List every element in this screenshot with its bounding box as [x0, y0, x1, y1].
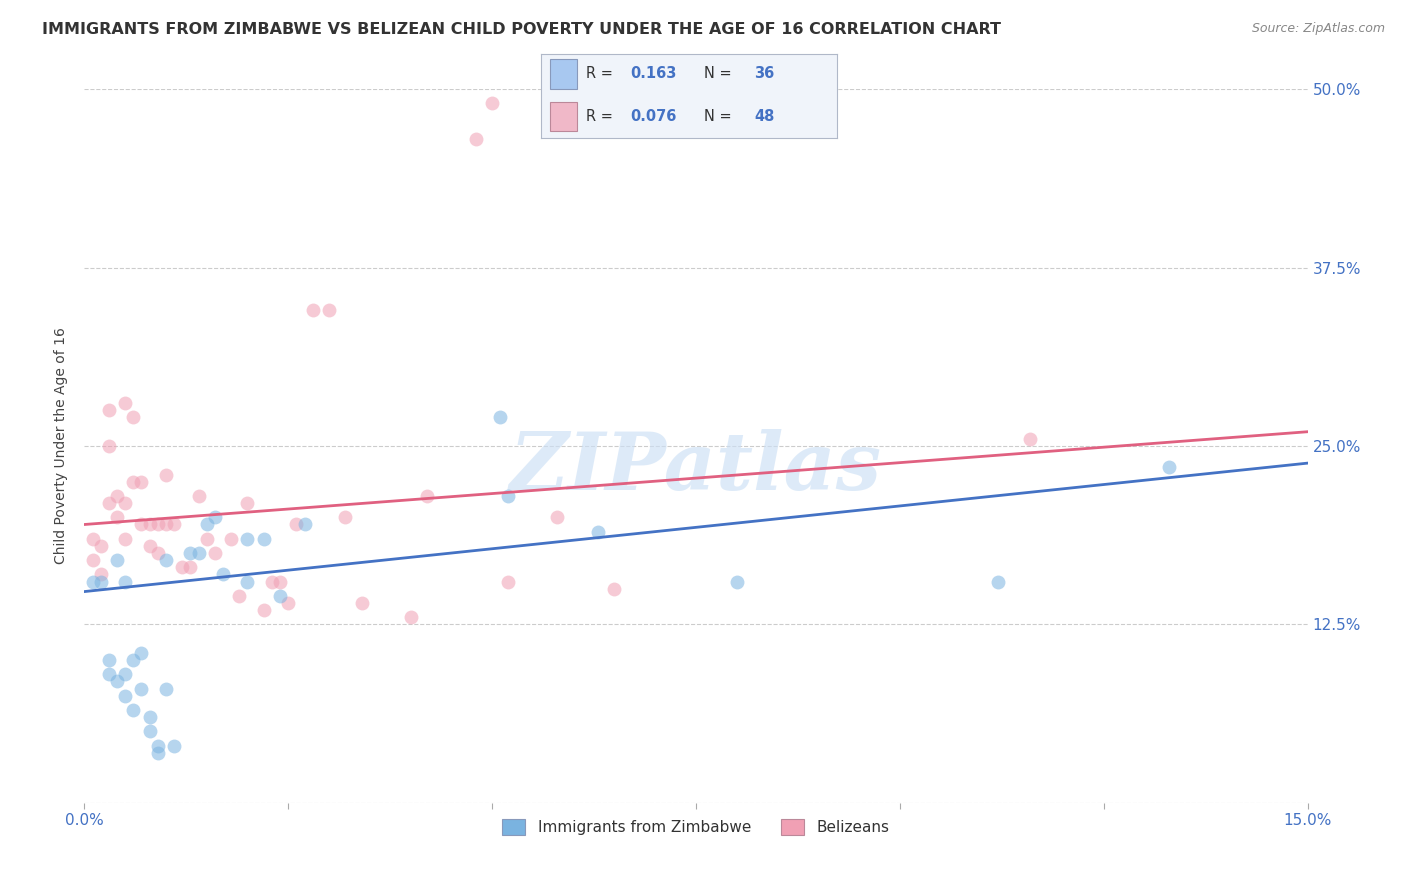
Point	[350, 596, 373, 610]
Text: 48: 48	[754, 109, 775, 124]
Point	[105, 510, 128, 524]
Point	[179, 546, 201, 560]
Point	[212, 567, 235, 582]
Point	[204, 510, 226, 524]
Point	[187, 546, 209, 560]
Point	[204, 546, 226, 560]
Point	[97, 403, 120, 417]
Legend: Immigrants from Zimbabwe, Belizeans: Immigrants from Zimbabwe, Belizeans	[496, 814, 896, 841]
Point	[114, 396, 136, 410]
Point	[97, 653, 120, 667]
Point	[253, 603, 276, 617]
Text: ZIPatlas: ZIPatlas	[510, 429, 882, 506]
Point	[105, 489, 128, 503]
Point	[277, 596, 299, 610]
Point	[122, 410, 145, 425]
Bar	[550, 102, 576, 131]
Point	[1019, 432, 1042, 446]
Point	[725, 574, 748, 589]
Point	[97, 439, 120, 453]
Text: IMMIGRANTS FROM ZIMBABWE VS BELIZEAN CHILD POVERTY UNDER THE AGE OF 16 CORRELATI: IMMIGRANTS FROM ZIMBABWE VS BELIZEAN CHI…	[42, 22, 1001, 37]
Point	[138, 539, 160, 553]
Text: N =: N =	[704, 109, 735, 124]
Point	[90, 567, 112, 582]
Point	[269, 589, 291, 603]
Point	[146, 546, 169, 560]
Point	[498, 489, 520, 503]
Point	[131, 517, 153, 532]
Point	[236, 496, 259, 510]
Point	[138, 710, 160, 724]
Point	[464, 132, 486, 146]
Text: 36: 36	[754, 66, 775, 81]
Point	[498, 574, 520, 589]
Point	[155, 467, 177, 482]
Text: N =: N =	[704, 66, 735, 81]
Point	[489, 410, 512, 425]
Point	[228, 589, 250, 603]
Point	[318, 303, 340, 318]
Point	[138, 517, 160, 532]
Point	[294, 517, 316, 532]
Point	[155, 517, 177, 532]
Text: R =: R =	[586, 109, 617, 124]
Point	[90, 574, 112, 589]
Point	[155, 681, 177, 696]
Point	[285, 517, 308, 532]
Point	[399, 610, 422, 624]
Point	[269, 574, 291, 589]
Point	[163, 517, 186, 532]
Point	[481, 96, 503, 111]
Point	[114, 689, 136, 703]
Point	[236, 574, 259, 589]
Text: 0.163: 0.163	[630, 66, 676, 81]
Point	[97, 496, 120, 510]
Point	[219, 532, 242, 546]
Point	[335, 510, 357, 524]
Point	[122, 475, 145, 489]
Point	[131, 475, 153, 489]
Point	[987, 574, 1010, 589]
Point	[90, 539, 112, 553]
Text: 0.076: 0.076	[630, 109, 676, 124]
Y-axis label: Child Poverty Under the Age of 16: Child Poverty Under the Age of 16	[55, 327, 69, 565]
Point	[195, 517, 218, 532]
Point	[546, 510, 568, 524]
Point	[172, 560, 194, 574]
Point	[138, 724, 160, 739]
Text: Source: ZipAtlas.com: Source: ZipAtlas.com	[1251, 22, 1385, 36]
Point	[97, 667, 120, 681]
Point	[1157, 460, 1180, 475]
Point	[187, 489, 209, 503]
Point	[131, 681, 153, 696]
Point	[114, 496, 136, 510]
Point	[179, 560, 201, 574]
Point	[82, 532, 104, 546]
Point	[114, 532, 136, 546]
Point	[146, 746, 169, 760]
Text: R =: R =	[586, 66, 617, 81]
Point	[586, 524, 609, 539]
Point	[114, 574, 136, 589]
Point	[236, 532, 259, 546]
Point	[603, 582, 626, 596]
Point	[82, 553, 104, 567]
Point	[163, 739, 186, 753]
Point	[253, 532, 276, 546]
Point	[195, 532, 218, 546]
Point	[131, 646, 153, 660]
Point	[105, 674, 128, 689]
Point	[146, 739, 169, 753]
Bar	[550, 60, 576, 89]
Point	[82, 574, 104, 589]
Point	[146, 517, 169, 532]
Point	[260, 574, 283, 589]
Point	[114, 667, 136, 681]
Point	[416, 489, 439, 503]
Point	[105, 553, 128, 567]
Point	[122, 653, 145, 667]
Point	[122, 703, 145, 717]
Point	[301, 303, 323, 318]
Point	[155, 553, 177, 567]
